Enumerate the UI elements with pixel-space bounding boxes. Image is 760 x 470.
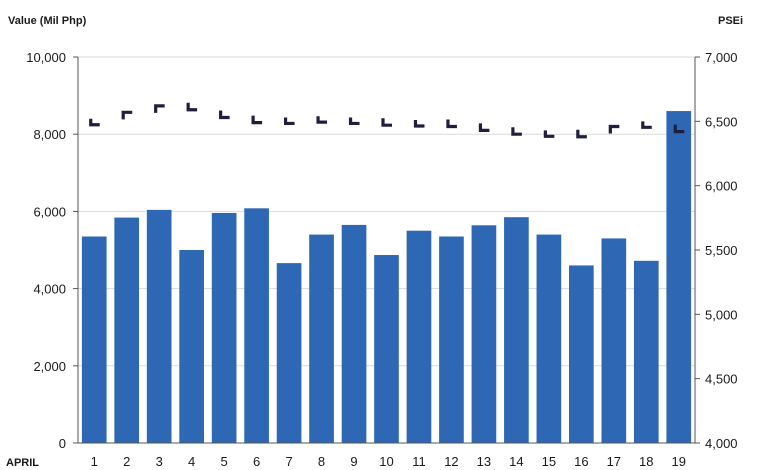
x-tick-label: 10 (379, 454, 393, 469)
x-tick-label: 13 (477, 454, 491, 469)
x-tick-label: 2 (123, 454, 130, 469)
x-tick-label: 12 (444, 454, 458, 469)
psei-marker (413, 120, 425, 128)
right-tick-label: 6,000 (705, 179, 738, 194)
x-tick-label: 19 (672, 454, 686, 469)
psei-marker (219, 110, 230, 120)
psei-marker (186, 102, 198, 112)
left-tick-label: 2,000 (33, 359, 66, 374)
bar (569, 265, 594, 443)
left-axis-title: Value (Mil Php) (8, 15, 87, 27)
psei-marker (608, 124, 620, 134)
psei-marker (89, 118, 100, 127)
x-axis-title: APRIL (6, 457, 39, 469)
bar (439, 236, 464, 443)
psei-marker (283, 117, 295, 126)
right-tick-label: 5,500 (705, 243, 738, 258)
bar (276, 263, 302, 443)
tick-labels: 0 2,000 4,000 6,000 8,000 10,000 4,000 4,500 5,0… (26, 50, 737, 469)
x-tick-label: 6 (253, 454, 260, 469)
psei-marker (576, 129, 587, 139)
bar (666, 111, 692, 443)
bar (309, 234, 334, 443)
bar (633, 260, 659, 443)
axes (73, 56, 700, 444)
psei-marker (478, 123, 490, 132)
bar (504, 217, 529, 443)
x-tick-label: 16 (574, 454, 588, 469)
bar (341, 224, 367, 443)
psei-marker (316, 116, 328, 124)
x-tick-label: 8 (318, 454, 325, 469)
psei-marker (154, 104, 165, 113)
left-tick-label: 0 (59, 436, 66, 451)
psei-marker (641, 121, 652, 129)
right-axis-title: PSEi (718, 15, 743, 27)
x-tick-label: 11 (412, 454, 426, 469)
bar (601, 238, 627, 443)
bar (146, 209, 172, 443)
bar (81, 236, 107, 443)
bar (179, 250, 204, 443)
x-tick-label: 9 (350, 454, 357, 469)
x-tick-label: 4 (188, 454, 195, 469)
bar (536, 234, 562, 443)
left-tick-label: 8,000 (33, 127, 66, 142)
bar (211, 212, 237, 443)
x-tick-label: 15 (542, 454, 556, 469)
x-tick-label: 5 (221, 454, 228, 469)
x-tick-label: 3 (156, 454, 163, 469)
x-tick-label: 1 (91, 454, 98, 469)
psei-marker (251, 115, 263, 125)
psei-marker (381, 118, 392, 127)
bar (471, 225, 497, 443)
psei-marker (543, 130, 555, 138)
psei-marker (673, 124, 685, 134)
bar (406, 230, 432, 443)
x-tick-label: 14 (509, 454, 523, 469)
x-tick-label: 7 (285, 454, 292, 469)
psei-marker (348, 117, 360, 126)
right-tick-label: 4,500 (705, 372, 738, 387)
bar-series-value (81, 111, 692, 443)
x-tick-label: 18 (639, 454, 653, 469)
x-tick-label: 17 (607, 454, 621, 469)
right-tick-label: 6,500 (705, 114, 738, 129)
psei-marker (511, 127, 522, 136)
right-tick-label: 5,000 (705, 307, 738, 322)
left-tick-label: 10,000 (26, 50, 66, 65)
right-tick-label: 7,000 (705, 50, 738, 65)
right-tick-label: 4,000 (705, 436, 738, 451)
psei-marker (121, 110, 133, 120)
bar (244, 208, 269, 443)
bar (374, 255, 399, 443)
bar (114, 217, 140, 443)
left-tick-label: 6,000 (33, 204, 66, 219)
psei-marker (446, 119, 457, 129)
left-tick-label: 4,000 (33, 282, 66, 297)
psei-series (89, 102, 685, 139)
